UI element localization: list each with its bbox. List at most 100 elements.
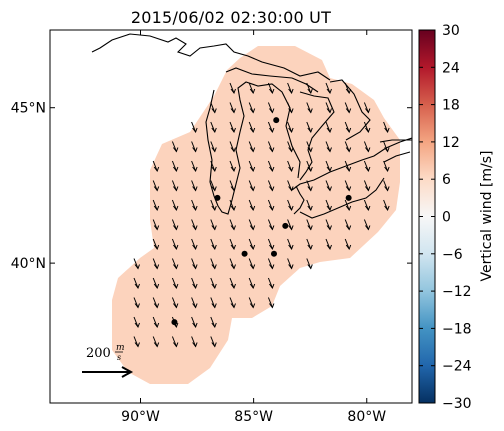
- wind-vector-head: [230, 108, 236, 114]
- wind-vector-head: [307, 244, 313, 251]
- colorbar-tick-label: −30: [442, 396, 472, 412]
- wind-vector-head: [326, 147, 332, 153]
- wind-vector-head: [384, 147, 390, 153]
- wind-vector-head: [211, 108, 217, 114]
- scale-arrow-unit-num: m: [116, 343, 125, 353]
- x-tick-label: 90°W: [121, 409, 160, 425]
- wind-vector-head: [269, 108, 275, 114]
- wind-vector-head: [326, 88, 332, 95]
- wind-vector-head: [345, 108, 352, 114]
- wind-vector-head: [230, 205, 236, 212]
- colorbar-tick-label: −12: [442, 284, 472, 300]
- wind-vector-head: [365, 166, 371, 173]
- wind-vector-head: [326, 186, 332, 192]
- wind-vector-head: [211, 147, 217, 153]
- wind-vector-head: [230, 283, 236, 290]
- wind-vector-head: [269, 88, 275, 95]
- wind-vector-head: [307, 147, 313, 153]
- wind-vector-head: [345, 244, 352, 251]
- wind-vector-head: [345, 166, 352, 173]
- wind-vector-head: [249, 108, 256, 114]
- wind-vector-head: [230, 127, 236, 134]
- wind-vector-head: [326, 205, 332, 212]
- wind-vector-head: [211, 205, 217, 212]
- colorbar-ticks: 30 24 18 12 6 0 −6 −12 −18 −24 −30: [419, 23, 472, 412]
- wind-vector-head: [365, 127, 371, 134]
- wind-vector-head: [153, 264, 160, 270]
- wind-vector-head: [211, 186, 217, 192]
- wind-vector-head: [365, 147, 371, 153]
- wind-vector-head: [384, 166, 390, 173]
- wind-vector-head: [326, 127, 332, 134]
- y-tick-label: 45°N: [11, 101, 46, 117]
- wind-vector-head: [134, 283, 140, 290]
- wind-vector-head: [249, 186, 256, 192]
- wind-vector-head: [230, 186, 236, 192]
- radar-site-marker: [171, 319, 178, 326]
- wind-vector-head: [288, 108, 294, 114]
- wind-vector-head: [134, 303, 140, 309]
- wind-vector-head: [307, 127, 313, 134]
- colorbar-tick-label: 6: [442, 172, 451, 188]
- wind-vector-head: [192, 147, 198, 153]
- wind-vector-head: [269, 166, 275, 173]
- wind-vector-head: [211, 264, 217, 270]
- wind-vector-head: [249, 244, 256, 251]
- wind-vector-head: [326, 225, 332, 231]
- wind-vector-head: [307, 108, 313, 114]
- wind-vector-head: [269, 186, 275, 192]
- scale-arrow: 200 m s: [82, 343, 134, 378]
- wind-vector-head: [269, 283, 275, 290]
- site-markers: [171, 117, 352, 326]
- wind-vector-head: [345, 225, 352, 231]
- wind-vector-head: [153, 342, 160, 348]
- wind-vector-head: [249, 225, 256, 231]
- wind-vector-head: [307, 186, 313, 192]
- wind-vector-head: [211, 303, 217, 309]
- colorbar-label: Vertical wind [m/s]: [479, 151, 495, 282]
- wind-vector-head: [326, 166, 332, 173]
- wind-vector-head: [192, 283, 198, 290]
- wind-vector-head: [345, 88, 352, 95]
- radar-site-marker: [282, 222, 289, 229]
- wind-vector-head: [153, 186, 160, 192]
- plot-title: 2015/06/02 02:30:00 UT: [130, 8, 332, 27]
- wind-vector-head: [192, 225, 198, 231]
- wind-vector-head: [269, 205, 275, 212]
- radar-site-marker: [241, 250, 248, 257]
- wind-vector-head: [173, 244, 179, 251]
- wind-vector-head: [134, 264, 140, 270]
- wind-vector-head: [345, 186, 352, 192]
- wind-vector-head: [269, 147, 275, 153]
- wind-vector-head: [173, 166, 179, 173]
- wind-vector-head: [192, 186, 198, 192]
- colorbar-tick-label: −24: [442, 359, 472, 375]
- wind-vector-head: [153, 244, 160, 251]
- wind-vector-head: [153, 205, 160, 212]
- wind-vector-head: [365, 225, 371, 231]
- wind-vector-head: [307, 166, 313, 173]
- wind-vector-head: [288, 244, 294, 251]
- wind-vector-head: [345, 127, 352, 134]
- wind-vector-head: [192, 303, 198, 309]
- wind-vector-head: [153, 166, 160, 173]
- wind-vector-head: [230, 244, 236, 251]
- colorbar-tick-label: −6: [442, 247, 463, 263]
- colorbar-tick-label: 12: [442, 135, 460, 151]
- longitude-axis: 90°W 85°W 80°W: [121, 30, 386, 425]
- wind-vector-head: [173, 205, 179, 212]
- wind-vector-head: [211, 225, 217, 231]
- colorbar-tick-label: 24: [442, 60, 460, 76]
- wind-vector-head: [211, 244, 217, 251]
- wind-vector-head: [192, 127, 198, 134]
- wind-vector-head: [288, 225, 294, 231]
- wind-vector-head: [230, 225, 236, 231]
- radar-site-marker: [270, 250, 277, 257]
- wind-vector-head: [345, 205, 352, 212]
- wind-vector-head: [384, 205, 390, 212]
- wind-vector-head: [249, 264, 256, 270]
- wind-vector-head: [288, 147, 294, 153]
- scale-arrow-unit-den: s: [117, 353, 121, 362]
- wind-vector-head: [230, 88, 236, 95]
